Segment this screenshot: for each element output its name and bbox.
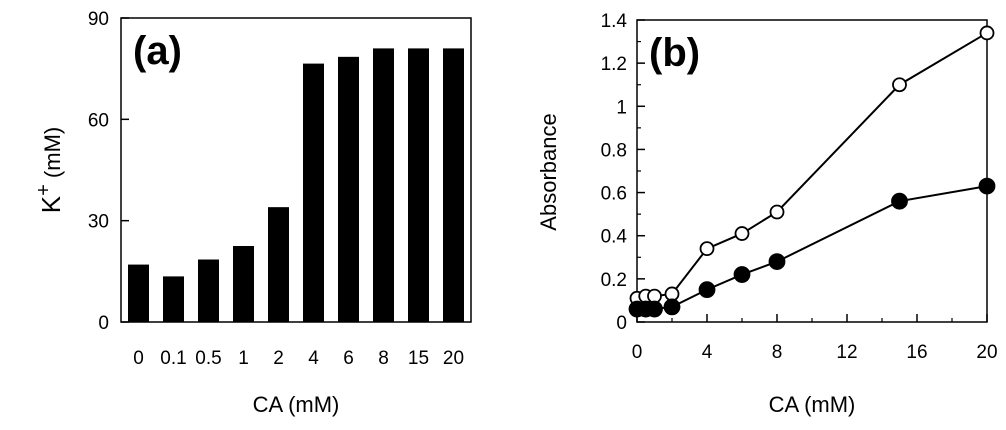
x-tick-label: 16 (906, 342, 927, 363)
x-tick-label: 0 (632, 342, 643, 363)
x-tick-label: 20 (976, 342, 997, 363)
data-point-open (769, 204, 785, 220)
y-tick-label: 30 (88, 212, 109, 233)
x-tick-label: 0.5 (195, 348, 221, 369)
data-point-filled (768, 253, 786, 271)
data-point-filled (733, 266, 751, 283)
panel-a-x-axis: 0 0.1 0.5 1 2 4 6 8 15 20 (133, 348, 464, 369)
y-tick-label: 0.8 (601, 140, 627, 161)
bar (233, 246, 254, 322)
bar (128, 264, 149, 322)
data-point-open (734, 226, 750, 241)
panel-b-y-axis-title: Absorbance (536, 113, 561, 230)
y-tick-label: 90 (88, 9, 109, 30)
y-tick-label: 0.2 (601, 270, 627, 291)
x-tick-label: 6 (343, 348, 354, 369)
panel-a-plot-frame (120, 17, 472, 323)
x-tick-label: 0 (133, 348, 144, 369)
panel-b-label: (b) (649, 31, 700, 75)
data-point-filled (646, 300, 663, 318)
x-tick-label: 12 (836, 342, 857, 363)
panel-b-y-axis: 0 0.2 0.4 0.6 0.8 1 1.2 1.4 (601, 11, 645, 334)
x-tick-label: 20 (443, 348, 464, 369)
y-tick-label: 1.2 (601, 54, 627, 75)
bar (443, 48, 464, 323)
bar (198, 259, 219, 322)
panel-a-label: (a) (133, 29, 182, 73)
data-point-open (892, 77, 907, 93)
y-tick-label: 1 (616, 97, 627, 118)
bar (268, 207, 289, 322)
panel-a-y-axis-title: K+ (mM) (33, 127, 66, 213)
bar (408, 48, 429, 323)
bar (163, 276, 184, 322)
data-point-filled (891, 192, 908, 210)
panel-a-y-axis-title-main: K (36, 195, 66, 213)
y-tick-label: 1.4 (601, 11, 628, 32)
panel-a-y-axis: 0 30 60 90 (88, 9, 129, 334)
data-point-filled (978, 177, 996, 195)
y-tick-label: 60 (88, 110, 109, 131)
data-point-open (699, 241, 715, 257)
panel-b-x-axis: 0 4 8 12 16 20 (632, 314, 998, 363)
panel-a-y-axis-title-sup: + (33, 184, 55, 196)
x-tick-label: 15 (408, 348, 429, 369)
panel-b-line-chart: 0 0.2 0.4 0.6 0.8 1 1.2 1.4 0 4 8 12 16 20 (b) CA (m… (536, 11, 998, 417)
y-tick-label: 0 (616, 313, 627, 334)
data-point-open (979, 25, 995, 41)
x-tick-label: 8 (378, 348, 389, 369)
x-tick-label: 2 (273, 348, 284, 369)
bar (373, 48, 394, 323)
x-tick-label: 4 (308, 348, 319, 369)
panel-a-bar-chart: 0 30 60 90 0 0.1 0.5 1 2 4 6 8 15 20 (a) CA (mM) K+ … (33, 9, 472, 417)
panel-a-y-axis-title-unit: (mM) (40, 127, 65, 178)
data-point-filled (698, 281, 716, 299)
y-tick-label: 0.4 (601, 227, 628, 248)
x-tick-label: 1 (238, 348, 249, 369)
bar (303, 63, 324, 322)
series-line-2 (637, 185, 988, 311)
panel-a-bars (128, 48, 464, 323)
x-tick-label: 0.1 (160, 348, 186, 369)
x-tick-label: 8 (772, 342, 783, 363)
y-tick-label: 0.6 (601, 184, 627, 205)
panel-b-x-axis-title: CA (mM) (769, 392, 856, 417)
panel-a-x-axis-title: CA (mM) (253, 392, 340, 417)
data-point-filled (663, 298, 681, 316)
y-tick-label: 0 (98, 313, 109, 334)
x-tick-label: 4 (702, 342, 713, 363)
panel-b-series (628, 25, 996, 318)
bar (338, 56, 359, 322)
